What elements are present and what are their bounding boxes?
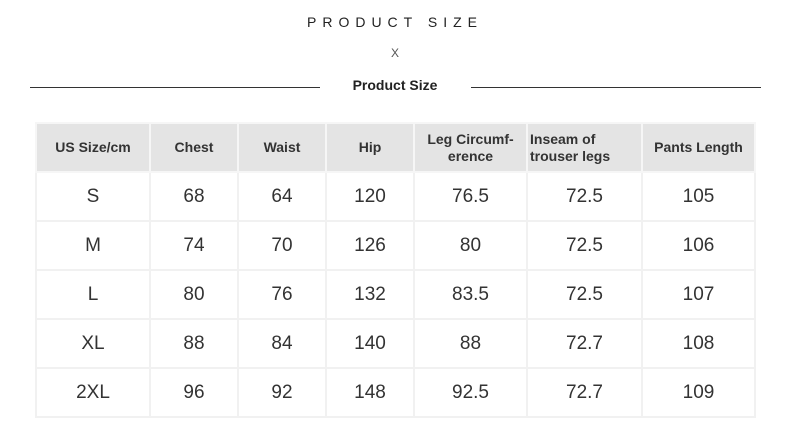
divider-mark: X: [390, 46, 399, 60]
section-subtitle: Product Size: [352, 77, 438, 93]
size-table: US Size/cm Chest Waist Hip Leg Circumf-e…: [35, 122, 756, 418]
table-cell: 72.5: [526, 220, 643, 271]
table-cell: L: [35, 269, 151, 320]
table-cell: 74: [149, 220, 239, 271]
table-cell: 64: [237, 171, 327, 222]
table-row: 2XL 96 92 148 92.5 72.7 109: [35, 367, 756, 418]
table-cell: 132: [325, 269, 415, 320]
table-cell: M: [35, 220, 151, 271]
table-row: XL 88 84 140 88 72.7 108: [35, 318, 756, 369]
column-header: US Size/cm: [35, 122, 151, 173]
table-cell: 80: [413, 220, 528, 271]
table-cell: XL: [35, 318, 151, 369]
table-cell: 106: [641, 220, 756, 271]
table-cell: 72.5: [526, 269, 643, 320]
table-cell: 92.5: [413, 367, 528, 418]
table-cell: 88: [413, 318, 528, 369]
divider-line-right: [471, 87, 761, 88]
table-cell: 120: [325, 171, 415, 222]
table-cell: 72.5: [526, 171, 643, 222]
table-cell: 148: [325, 367, 415, 418]
table-cell: 126: [325, 220, 415, 271]
column-header: Chest: [149, 122, 239, 173]
table-row: M 74 70 126 80 72.5 106: [35, 220, 756, 271]
table-cell: 80: [149, 269, 239, 320]
table-row: L 80 76 132 83.5 72.5 107: [35, 269, 756, 320]
table-cell: 105: [641, 171, 756, 222]
table-cell: 76: [237, 269, 327, 320]
table-cell: 72.7: [526, 318, 643, 369]
table-cell: 68: [149, 171, 239, 222]
table-cell: 2XL: [35, 367, 151, 418]
table-cell: S: [35, 171, 151, 222]
page-title: PRODUCT SIZE: [307, 14, 483, 30]
table-cell: 107: [641, 269, 756, 320]
table-cell: 96: [149, 367, 239, 418]
divider-line-left: [30, 87, 320, 88]
column-header: Pants Length: [641, 122, 756, 173]
column-header: Leg Circumf-erence: [413, 122, 528, 173]
table-cell: 108: [641, 318, 756, 369]
table-cell: 70: [237, 220, 327, 271]
column-header: Hip: [325, 122, 415, 173]
column-header: Waist: [237, 122, 327, 173]
table-row: S 68 64 120 76.5 72.5 105: [35, 171, 756, 222]
table-cell: 72.7: [526, 367, 643, 418]
table-header-row: US Size/cm Chest Waist Hip Leg Circumf-e…: [35, 122, 756, 173]
table-cell: 84: [237, 318, 327, 369]
table-cell: 76.5: [413, 171, 528, 222]
column-header: Inseam of trouser legs: [526, 122, 643, 173]
table-cell: 92: [237, 367, 327, 418]
table-cell: 83.5: [413, 269, 528, 320]
table-cell: 109: [641, 367, 756, 418]
table-cell: 88: [149, 318, 239, 369]
table-cell: 140: [325, 318, 415, 369]
